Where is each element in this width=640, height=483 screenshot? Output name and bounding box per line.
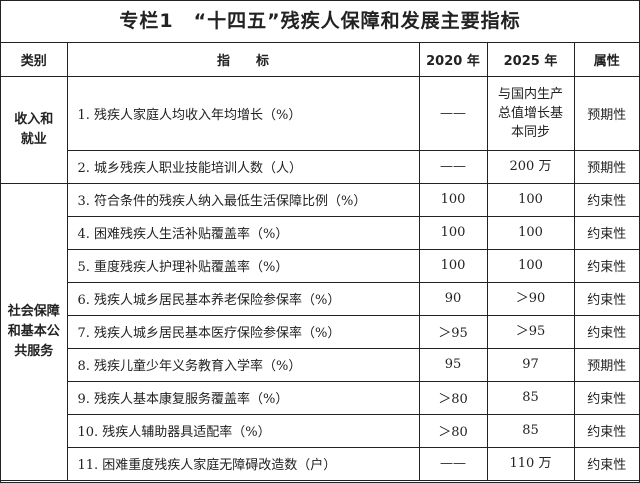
category-cell: 社会保障和基本公共服务 — [1, 182, 68, 481]
value-2020-cell: ＞95 — [418, 314, 488, 349]
category-label: 社会保障和基本公共服务 — [7, 303, 60, 359]
table-row: 4. 困难残疾人生活补贴覆盖率（%） 100 100 约束性 — [1, 215, 639, 250]
value-2020-cell: ＞80 — [418, 380, 488, 415]
table-row: 9. 残疾人基本康复服务覆盖率（%） ＞80 85 约束性 — [1, 380, 639, 415]
attribute-cell: 约束性 — [573, 413, 639, 448]
value-2020-cell: 90 — [418, 281, 488, 316]
table-row: 5. 重度残疾人护理补贴覆盖率（%） 100 100 约束性 — [1, 248, 639, 283]
value-2025-cell: 85 — [486, 380, 575, 415]
value-2020-cell: —— — [418, 75, 488, 151]
header-category: 类别 — [1, 43, 68, 77]
table-row: 11. 困难重度残疾人家庭无障碍改造数（户） —— 110 万 约束性 — [1, 446, 639, 481]
value-2025: ＞90 — [515, 291, 546, 306]
value-2025: 85 — [522, 390, 539, 405]
value-2025: 100 — [518, 192, 543, 207]
indicator-cell: 4. 困难残疾人生活补贴覆盖率（%） — [67, 215, 420, 250]
table-row: 8. 残疾儿童少年义务教育入学率（%） 95 97 预期性 — [1, 347, 639, 382]
value-2025-cell: ＞95 — [486, 314, 575, 349]
indicator-cell: 8. 残疾儿童少年义务教育入学率（%） — [67, 347, 420, 382]
value-2025-cell: 与国内生产总值增长基本同步 — [486, 75, 575, 151]
value-2025-cell: 97 — [486, 347, 575, 382]
value-2020-cell: 100 — [418, 182, 488, 217]
header-attribute: 属性 — [573, 43, 639, 77]
value-2020-cell: —— — [418, 446, 488, 481]
header-2020: 2020 年 — [418, 43, 488, 77]
attribute-cell: 约束性 — [573, 182, 639, 217]
value-2025: 110 万 — [509, 456, 552, 471]
attribute-cell: 约束性 — [573, 248, 639, 283]
indicator-table: 类别 指 标 2020 年 2025 年 属性 收入和就业 1. 残疾人家庭人均收… — [1, 43, 639, 481]
value-2025-cell: 110 万 — [486, 446, 575, 481]
category-label: 收入和就业 — [14, 111, 54, 147]
value-2025: 200 万 — [509, 159, 552, 174]
indicator-cell: 2. 城乡残疾人职业技能培训人数（人） — [67, 149, 420, 184]
indicator-cell: 3. 符合条件的残疾人纳入最低生活保障比例（%） — [66, 182, 420, 217]
value-2025-cell: ＞90 — [486, 281, 575, 316]
attribute-cell: 预期性 — [573, 75, 639, 151]
indicator-cell: 5. 重度残疾人护理补贴覆盖率（%） — [67, 248, 420, 283]
attribute-cell: 预期性 — [573, 347, 639, 382]
value-2025-cell: 100 — [486, 182, 575, 217]
value-2025: ＞95 — [515, 324, 546, 339]
indicator-cell: 11. 困难重度残疾人家庭无障碍改造数（户） — [67, 446, 420, 481]
indicator-cell: 6. 残疾人城乡居民基本养老保险参保率（%） — [67, 281, 420, 316]
attribute-cell: 约束性 — [573, 281, 639, 316]
table-row: 10. 残疾人辅助器具适配率（%） ＞80 85 约束性 — [1, 413, 639, 448]
value-2025: 100 — [518, 225, 543, 240]
table-row: 社会保障和基本公共服务 3. 符合条件的残疾人纳入最低生活保障比例（%） 100 10… — [1, 182, 639, 481]
attribute-cell: 约束性 — [573, 215, 639, 250]
value-2020-cell: 100 — [418, 248, 488, 283]
indicator-cell: 7. 残疾人城乡居民基本医疗保险参保率（%） — [67, 314, 420, 349]
value-2025: 与国内生产总值增长基本同步 — [498, 86, 564, 140]
header-indicator: 指 标 — [66, 43, 420, 77]
value-2025-cell: 200 万 — [486, 149, 575, 184]
value-2020-cell: 95 — [418, 347, 488, 382]
attribute-cell: 预期性 — [573, 149, 639, 184]
attribute-cell: 约束性 — [573, 446, 639, 481]
table-row: 收入和就业 1. 残疾人家庭人均收入年均增长（%） —— 与国内生产总值增长基本同步预… — [1, 75, 639, 184]
header-2025: 2025 年 — [486, 43, 575, 77]
attribute-cell: 约束性 — [573, 314, 639, 349]
value-2025: 100 — [518, 258, 543, 273]
value-2025: 85 — [522, 423, 539, 438]
indicator-cell: 10. 残疾人辅助器具适配率（%） — [67, 413, 420, 448]
table-row: 7. 残疾人城乡居民基本医疗保险参保率（%） ＞95 ＞95 约束性 — [1, 314, 639, 349]
table-row: 6. 残疾人城乡居民基本养老保险参保率（%） 90 ＞90 约束性 — [1, 281, 639, 316]
value-2025: 97 — [522, 357, 539, 372]
table-row: 2. 城乡残疾人职业技能培训人数（人） —— 200 万 预期性 — [1, 149, 639, 184]
indicator-cell: 9. 残疾人基本康复服务覆盖率（%） — [67, 380, 420, 415]
value-2020-cell: —— — [418, 149, 488, 184]
table-title: 专栏1 “十四五”残疾人保障和发展主要指标 — [1, 1, 639, 43]
category-cell: 收入和就业 — [1, 75, 68, 184]
value-2025-cell: 85 — [486, 413, 575, 448]
value-2025-cell: 100 — [486, 215, 575, 250]
indicator-cell: 1. 残疾人家庭人均收入年均增长（%） — [66, 75, 420, 151]
value-2025-cell: 100 — [486, 248, 575, 283]
attribute-cell: 约束性 — [573, 380, 639, 415]
value-2020-cell: ＞80 — [418, 413, 488, 448]
value-2020-cell: 100 — [418, 215, 488, 250]
